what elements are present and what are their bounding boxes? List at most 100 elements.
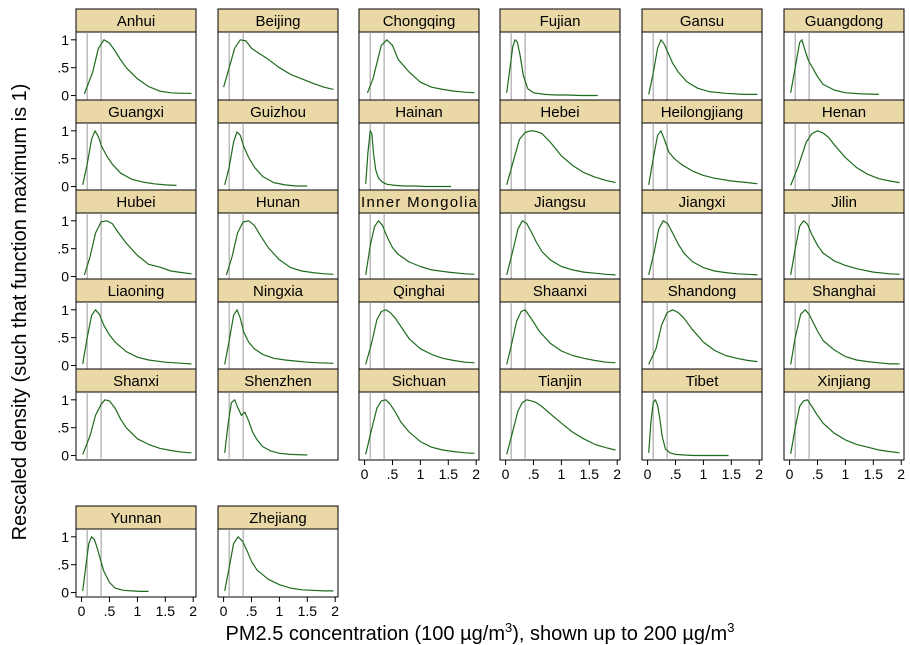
density-line-guangdong (790, 39, 879, 95)
x-tick-label: 1 (133, 603, 141, 619)
plot-frame-fujian (499, 31, 621, 101)
density-line-hainan (365, 130, 452, 188)
density-line-shanghai (790, 309, 900, 365)
y-tick-label: 0 (61, 269, 69, 285)
strip-label-shanxi: Shanxi (113, 373, 159, 390)
y-tick-label: .5 (57, 151, 69, 167)
x-tick-label: 2 (755, 466, 763, 482)
strip-label-sichuan: Sichuan (392, 373, 446, 390)
y-tick-label: 1 (61, 32, 69, 48)
panel-guangxi: Guangxi 0 .5 1 (57, 99, 197, 195)
panel-tibet: Tibet 0 .5 1 1.5 2 (641, 368, 763, 482)
density-line-zhejiang (224, 536, 334, 592)
strip-label-hainan: Hainan (395, 104, 443, 121)
density-line-shanxi (82, 399, 192, 455)
panel-grid: Anhui 0 .5 1 Beijing Chongqing Fujian Gansu Guan… (57, 8, 905, 619)
x-tick-label: 0 (644, 466, 652, 482)
panel-hubei: Hubei 0 .5 1 (57, 189, 197, 285)
x-tick-label: 1 (275, 603, 283, 619)
x-tick-label: 2 (897, 466, 905, 482)
density-line-qinghai (365, 309, 475, 365)
x-tick-label: 1.5 (722, 466, 742, 482)
strip-label-hubei: Hubei (116, 194, 155, 211)
strip-label-gansu: Gansu (680, 13, 724, 30)
strip-label-xinjiang: Xinjiang (817, 373, 870, 390)
plot-frame-tibet (641, 391, 763, 461)
x-tick-label: 0 (220, 603, 228, 619)
strip-label-fujian: Fujian (540, 13, 581, 30)
x-tick-label: 2 (613, 466, 621, 482)
panel-ningxia: Ningxia (217, 278, 339, 371)
x-axis-title-part: µg/m (682, 623, 727, 645)
x-tick-label: 1.5 (298, 603, 318, 619)
strip-label-hunan: Hunan (256, 194, 300, 211)
panel-shaanxi: Shaanxi (499, 278, 621, 371)
plot-frame-guangdong (783, 31, 905, 101)
density-line-shenzhen (224, 399, 308, 456)
panel-guangdong: Guangdong (783, 8, 905, 101)
panel-hunan: Hunan (217, 189, 339, 282)
strip-label-shaanxi: Shaanxi (533, 283, 587, 300)
x-tick-label: 2 (331, 603, 339, 619)
x-tick-label: 0 (786, 466, 794, 482)
strip-label-heilongjiang: Heilongjiang (661, 104, 744, 121)
x-tick-label: .5 (246, 603, 258, 619)
y-tick-label: 1 (61, 213, 69, 229)
density-line-tibet (648, 399, 729, 457)
panel-hainan: Hainan (358, 99, 480, 192)
strip-label-jilin: Jilin (831, 194, 857, 211)
plot-frame-hainan (358, 122, 480, 192)
y-tick-label: .5 (57, 241, 69, 257)
panel-shanghai: Shanghai (783, 278, 905, 371)
y-tick-label: 0 (61, 585, 69, 601)
density-line-ningxia (224, 309, 334, 365)
x-axis-title-part: µg/m (460, 623, 505, 645)
y-tick-label: .5 (57, 557, 69, 573)
density-line-chongqing (366, 39, 475, 94)
strip-label-shenzhen: Shenzhen (244, 373, 312, 390)
strip-label-inner-mongolia: Inner Mongolia (361, 194, 478, 211)
y-tick-label: 0 (61, 358, 69, 374)
density-line-sichuan (365, 399, 475, 455)
strip-label-tianjin: Tianjin (538, 373, 582, 390)
y-tick-label: .5 (57, 330, 69, 346)
density-line-jiangsu (506, 220, 616, 276)
density-line-shandong (648, 309, 758, 365)
y-tick-label: 1 (61, 529, 69, 545)
y-tick-label: 0 (61, 179, 69, 195)
panel-jiangsu: Jiangsu (499, 189, 621, 282)
x-tick-label: .5 (812, 466, 824, 482)
panel-guizhou: Guizhou (217, 99, 339, 192)
density-line-heilongjiang (648, 130, 758, 186)
plot-frame-shandong (641, 301, 763, 371)
x-tick-label: 0 (78, 603, 86, 619)
panel-sichuan: Sichuan 0 .5 1 1.5 2 (358, 368, 480, 482)
x-tick-label: .5 (670, 466, 682, 482)
panel-xinjiang: Xinjiang 0 .5 1 1.5 2 (783, 368, 905, 482)
plot-frame-jiangsu (499, 212, 621, 282)
strip-label-guangxi: Guangxi (108, 104, 164, 121)
strip-label-henan: Henan (822, 104, 866, 121)
plot-frame-anhui (75, 31, 197, 101)
panel-heilongjiang: Heilongjiang (641, 99, 763, 192)
panel-yunnan: Yunnan 0 .5 1 0 .5 1 1.5 2 (57, 505, 197, 619)
plot-frame-henan (783, 122, 905, 192)
y-tick-label: 1 (61, 392, 69, 408)
density-line-henan (790, 130, 900, 186)
x-tick-label: 1 (841, 466, 849, 482)
plot-frame-shenzhen (217, 391, 339, 461)
panel-inner-mongolia: Inner Mongolia (358, 189, 480, 282)
x-tick-label: 1.5 (580, 466, 600, 482)
panel-beijing: Beijing (217, 8, 339, 101)
plot-frame-shaanxi (499, 301, 621, 371)
y-tick-label: .5 (57, 420, 69, 436)
panel-shenzhen: Shenzhen (217, 368, 339, 461)
x-tick-label: .5 (528, 466, 540, 482)
plot-frame-zhejiang (217, 528, 339, 598)
x-tick-label: .5 (387, 466, 399, 482)
y-tick-label: 1 (61, 123, 69, 139)
density-line-jilin (790, 220, 900, 276)
panel-fujian: Fujian (499, 8, 621, 101)
x-tick-label: 1.5 (864, 466, 884, 482)
